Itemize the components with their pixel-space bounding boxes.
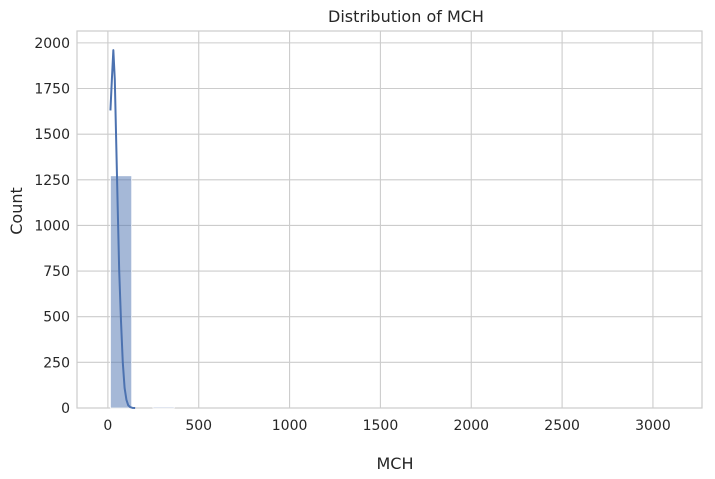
x-tick-label: 0	[103, 418, 112, 434]
histogram-bar	[110, 175, 133, 409]
plot-frame	[76, 30, 703, 409]
x-tick-label: 500	[185, 418, 212, 434]
y-tick-label: 750	[43, 264, 70, 280]
histogram-bars	[110, 175, 175, 409]
y-tick-label: 1250	[34, 173, 70, 189]
chart-title: Distribution of MCH	[328, 7, 484, 26]
y-tick-label: 1500	[34, 127, 70, 143]
y-tick-label: 250	[43, 355, 70, 371]
kde-line	[109, 49, 136, 409]
y-tick-label: 0	[61, 401, 70, 417]
y-tick-label: 2000	[34, 36, 70, 52]
grid-lines	[76, 30, 703, 409]
kde-curve	[109, 49, 136, 409]
x-tick-label: 2000	[453, 418, 489, 434]
y-tick-label: 1750	[34, 82, 70, 98]
x-axis-ticks: 0 500 1000 1500 2000 2500 3000	[103, 418, 670, 434]
x-tick-label: 1000	[272, 418, 308, 434]
y-tick-label: 500	[43, 310, 70, 326]
y-axis-ticks: 0 250 500 750 1000 1250 1500 1750 2000	[34, 36, 70, 417]
x-tick-label: 3000	[635, 418, 671, 434]
x-tick-label: 1500	[363, 418, 399, 434]
y-axis-label: Count	[7, 187, 26, 235]
histogram-bar	[152, 406, 175, 409]
y-tick-label: 1000	[34, 218, 70, 234]
x-axis-label: MCH	[376, 454, 413, 473]
x-tick-label: 2500	[544, 418, 580, 434]
